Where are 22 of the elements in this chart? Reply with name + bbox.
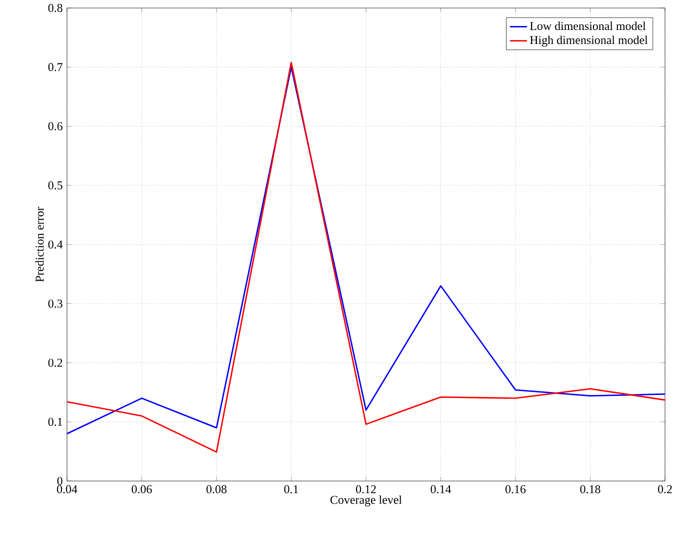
x-tick-label: 0.04 (56, 485, 78, 494)
y-axis-title: Prediction error (35, 206, 44, 282)
x-tick-label: 0.08 (206, 485, 226, 494)
y-tick-label: 0.8 (48, 4, 62, 12)
legend-label: Low dimensional model (530, 22, 646, 30)
x-tick-label: 0.18 (580, 485, 600, 494)
y-tick-label: 0.2 (48, 358, 62, 367)
y-tick-label: 0.3 (48, 300, 62, 308)
x-tick-label: 0.2 (658, 485, 672, 494)
y-tick-label: 0.4 (48, 240, 63, 249)
legend-label: High dimensional model (530, 36, 648, 47)
y-tick-label: 0.7 (48, 63, 62, 72)
x-axis-title: Coverage level (330, 495, 402, 506)
y-tick-label: 0.6 (48, 122, 62, 130)
y-tick-label: 0.5 (48, 181, 62, 190)
x-tick-label: 0.14 (430, 485, 452, 494)
x-tick-label: 0.06 (132, 485, 152, 494)
y-tick-label: 0.1 (48, 418, 62, 426)
x-tick-label: 0.1 (284, 485, 298, 494)
x-tick-label: 0.12 (356, 485, 376, 494)
y-tick-label: 0 (57, 476, 62, 486)
x-tick-label: 0.16 (506, 485, 526, 494)
